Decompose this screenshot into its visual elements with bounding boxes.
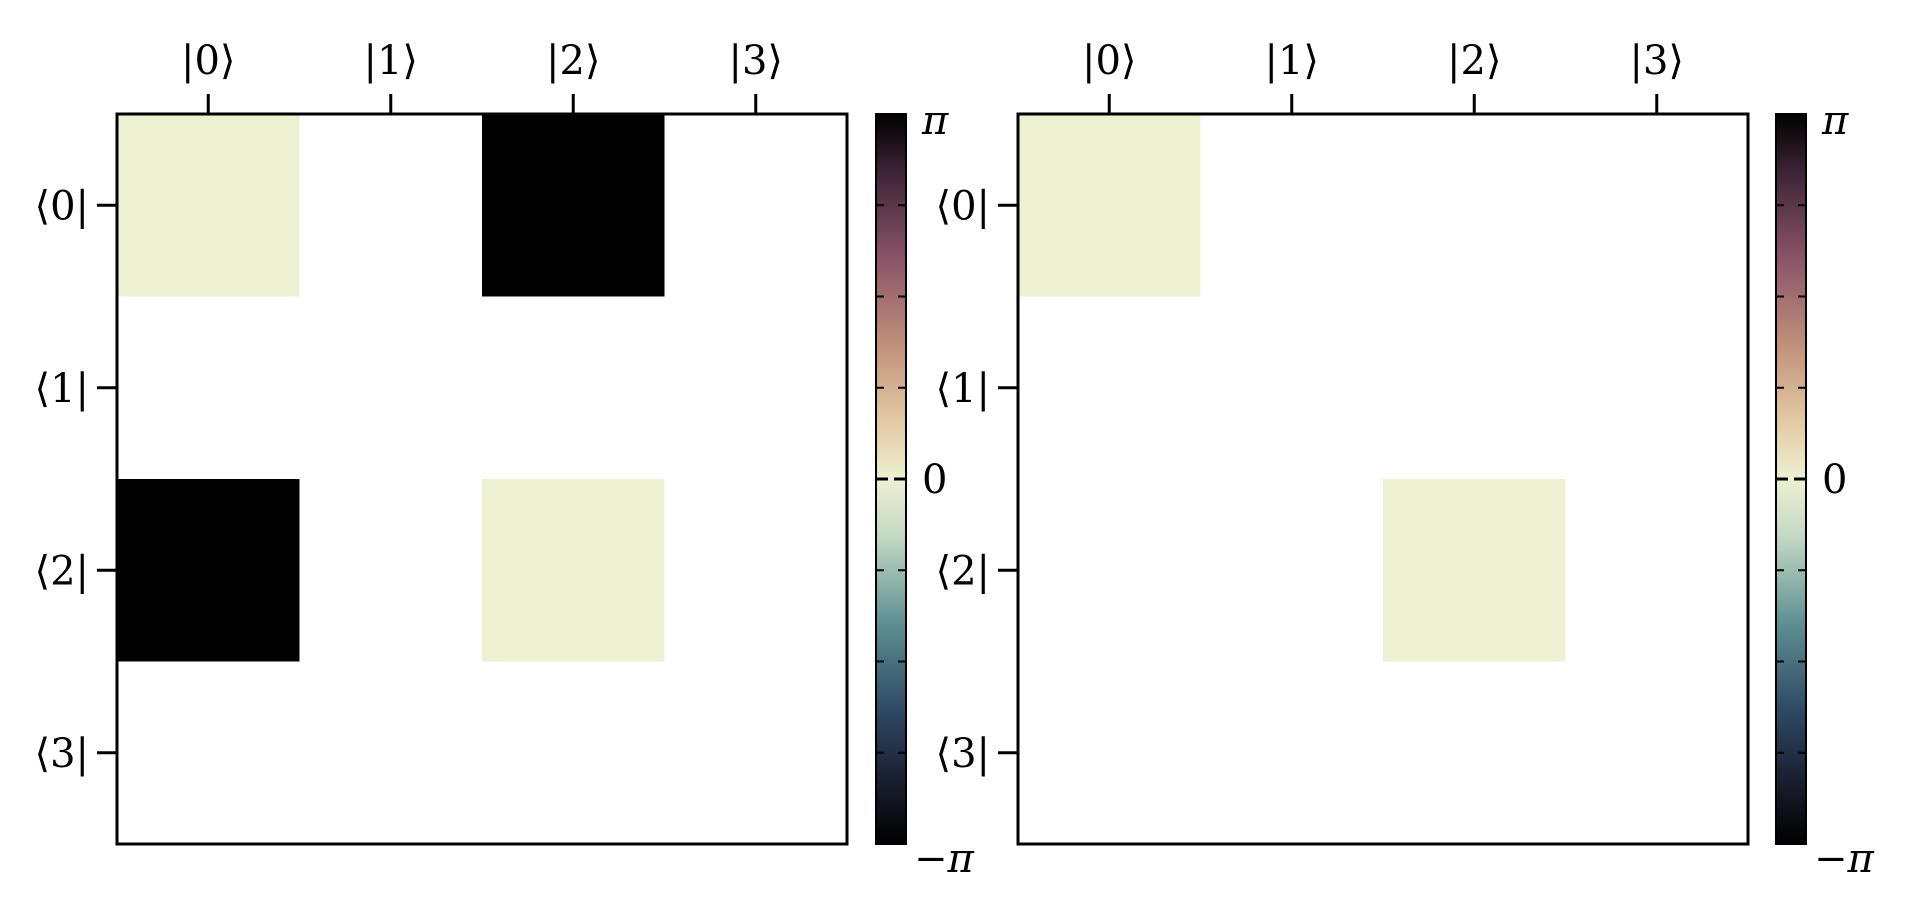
y-tick-label: ⟨0| <box>935 183 990 229</box>
heatmap-cell-r0-c0 <box>1018 114 1201 297</box>
plot-frame <box>115 112 849 846</box>
y-tick-label: ⟨2| <box>34 548 89 594</box>
heatmap-cell-r2-c2 <box>482 479 665 662</box>
y-tick-label: ⟨1| <box>935 366 990 412</box>
y-tick-label: ⟨1| <box>34 366 89 412</box>
colorbar-mid-label: 0 <box>922 457 947 503</box>
heatmap-cell-r2-c0 <box>117 479 300 662</box>
x-tick-label: |2⟩ <box>546 38 601 84</box>
colorbar-min-label: −π <box>914 836 975 882</box>
y-tick-label: ⟨3| <box>935 731 990 777</box>
colorbar-mid-label: 0 <box>1822 457 1847 503</box>
x-tick-label: |0⟩ <box>181 38 236 84</box>
y-tick-label: ⟨2| <box>935 548 990 594</box>
heatmap-cell-r0-c0 <box>117 114 300 297</box>
heatmap-panel-right: |0⟩ |1⟩ |2⟩ |3⟩ ⟨0| ⟨1| ⟨2| ⟨3| π 0 −π <box>935 38 1874 882</box>
x-tick-label: |2⟩ <box>1447 38 1502 84</box>
colorbar-max-label: π <box>1821 98 1849 144</box>
plot-frame <box>1016 112 1750 846</box>
x-tick-label: |3⟩ <box>1629 38 1684 84</box>
heatmap-cell-r0-c2 <box>482 114 665 297</box>
heatmap-cell-r2-c2 <box>1383 479 1566 662</box>
x-tick-label: |3⟩ <box>728 38 783 84</box>
y-tick-label: ⟨3| <box>34 731 89 777</box>
colorbar-max-label: π <box>921 98 949 144</box>
y-tick-label: ⟨0| <box>34 183 89 229</box>
x-tick-label: |0⟩ <box>1082 38 1137 84</box>
colorbar-min-label: −π <box>1814 836 1875 882</box>
x-tick-label: |1⟩ <box>1264 38 1319 84</box>
x-tick-label: |1⟩ <box>363 38 418 84</box>
heatmap-panel-left: |0⟩ |1⟩ |2⟩ |3⟩ ⟨0| ⟨1| ⟨2| ⟨3| π 0 −π <box>34 38 974 882</box>
